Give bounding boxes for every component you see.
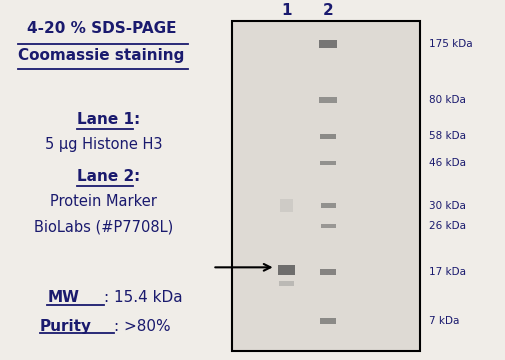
Text: 1: 1 [281, 4, 291, 18]
Text: BioLabs (#P7708L): BioLabs (#P7708L) [34, 219, 173, 234]
Text: 175 kDa: 175 kDa [428, 39, 471, 49]
Bar [320, 203, 335, 208]
Text: 7 kDa: 7 kDa [428, 316, 458, 327]
Text: 5 μg Histone H3: 5 μg Histone H3 [45, 137, 162, 152]
Text: 30 kDa: 30 kDa [428, 201, 465, 211]
Bar [320, 224, 335, 228]
Bar [320, 161, 336, 165]
Bar [319, 97, 337, 103]
Text: Purity: Purity [40, 319, 91, 334]
Bar [320, 269, 336, 275]
Text: 26 kDa: 26 kDa [428, 221, 465, 231]
Bar [320, 134, 336, 139]
Text: 2: 2 [322, 4, 333, 18]
Bar [319, 40, 337, 48]
Text: 80 kDa: 80 kDa [428, 95, 465, 105]
Text: Lane 1: Lane 1 [77, 112, 133, 127]
Text: : >80%: : >80% [114, 319, 170, 334]
Text: :: : [133, 112, 139, 127]
Text: 58 kDa: 58 kDa [428, 131, 465, 141]
Text: MW: MW [47, 291, 79, 305]
Text: :: : [133, 169, 139, 184]
Text: 4-20 % SDS-PAGE: 4-20 % SDS-PAGE [27, 21, 176, 36]
Bar [232, 21, 419, 351]
Bar [278, 281, 293, 286]
Text: : 15.4 kDa: : 15.4 kDa [104, 291, 182, 305]
Text: 46 kDa: 46 kDa [428, 158, 465, 168]
Text: Lane 2: Lane 2 [77, 169, 134, 184]
Text: Coomassie staining: Coomassie staining [18, 48, 184, 63]
Bar [279, 199, 292, 212]
Bar [320, 318, 336, 324]
Text: 17 kDa: 17 kDa [428, 267, 465, 277]
Text: Protein Marker: Protein Marker [50, 194, 157, 209]
Bar [277, 265, 294, 275]
